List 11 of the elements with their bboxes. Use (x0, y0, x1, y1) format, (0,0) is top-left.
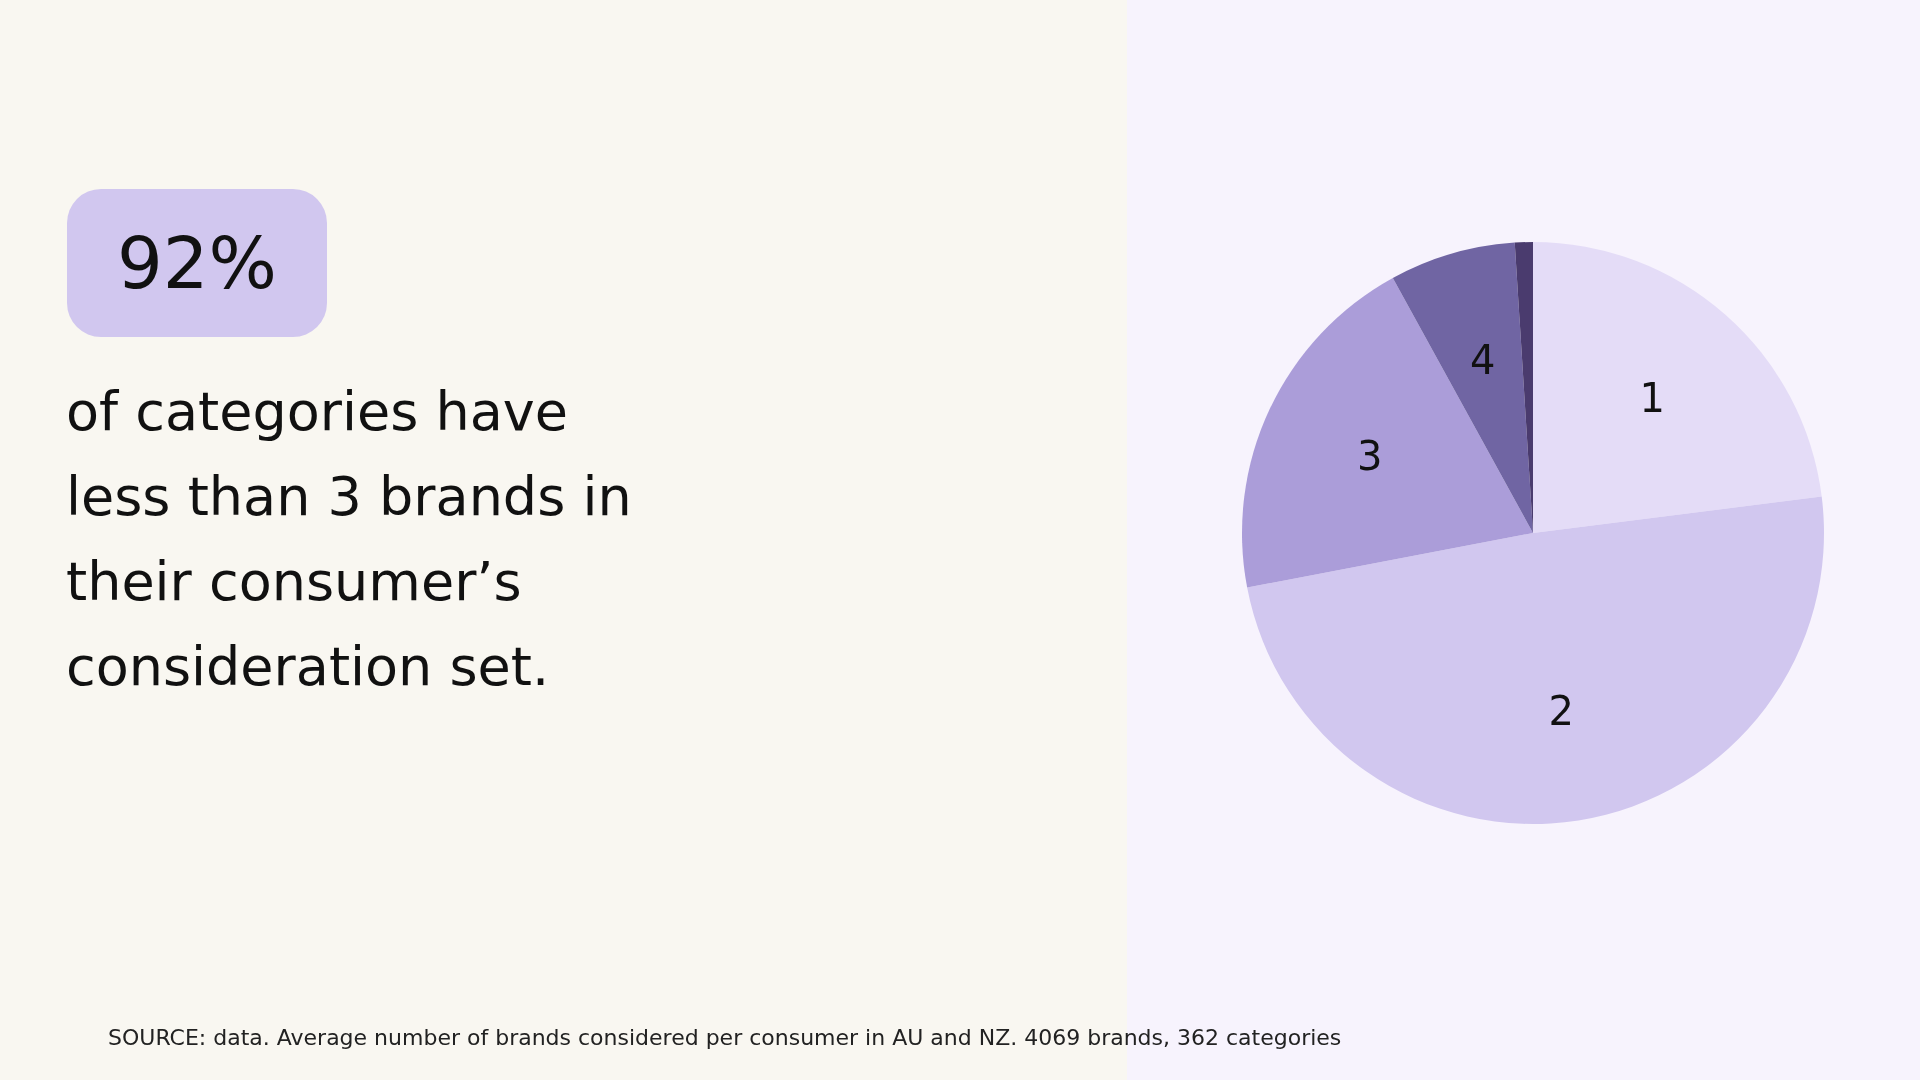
pie-slice (1533, 242, 1822, 533)
slice-label: 4 (1469, 336, 1496, 383)
slice-label: 1 (1639, 374, 1666, 421)
slice-label: 2 (1548, 688, 1574, 735)
pie-slice (1242, 278, 1533, 588)
pie-slice (1392, 242, 1533, 533)
slice-label: 3 (1357, 433, 1383, 480)
source-note: SOURCE: data. Average number of brands considered per consumer in AU and NZ. 4069 brands, 362 categories (108, 1025, 1342, 1050)
text: of categories have less than 3 brands in their consumer’s consideration set. (66, 380, 632, 698)
pie-slice (1247, 496, 1824, 824)
text: 92% (116, 221, 278, 305)
